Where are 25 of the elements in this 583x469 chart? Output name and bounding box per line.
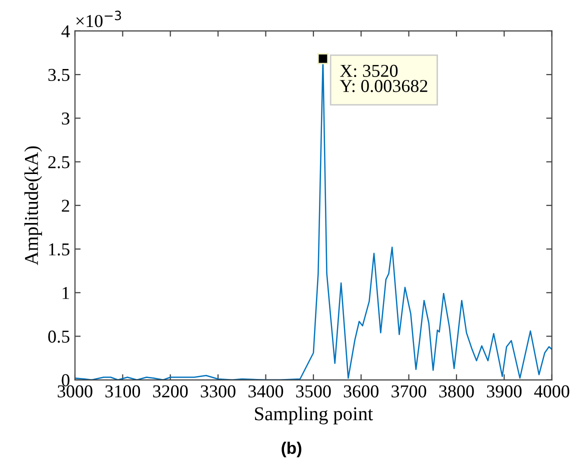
x-tick-label: 3400 [248, 385, 284, 398]
y-tick-label: 4 [61, 25, 70, 38]
x-tick-label: 4000 [534, 385, 570, 398]
x-axis-title: Sampling point [255, 406, 373, 424]
y-tick-label: 0 [62, 374, 70, 386]
x-tick-label: 3800 [439, 385, 474, 398]
y-axis-title: Amplitude(kA) [24, 146, 42, 266]
y-tick-label: 3.5 [48, 68, 70, 82]
y-tick-label: 1.5 [49, 243, 70, 256]
x-tick-label: 3600 [344, 385, 378, 398]
x-tick-label: 3300 [200, 385, 236, 398]
x-tick-label: 3500 [296, 385, 331, 398]
text: ×10$^{−3}$ [76, 10, 122, 28]
annotation: X: 3520 Y: 0.003682 [340, 64, 428, 92]
y-tick-label: 2 [62, 200, 70, 212]
text: (b) [282, 442, 302, 458]
x-tick-label: 3700 [392, 385, 426, 398]
y-tick-label: 0.5 [48, 330, 70, 343]
x-tick-label: 3200 [153, 385, 188, 398]
x-tick-label: 3900 [486, 385, 522, 398]
y-tick-label: 3 [62, 112, 70, 125]
y-tick-label: 2.5 [48, 156, 70, 168]
x-tick-label: 3100 [105, 385, 140, 398]
x-tick-label: 3000 [58, 385, 92, 398]
y-tick-label: 1 [62, 287, 70, 299]
